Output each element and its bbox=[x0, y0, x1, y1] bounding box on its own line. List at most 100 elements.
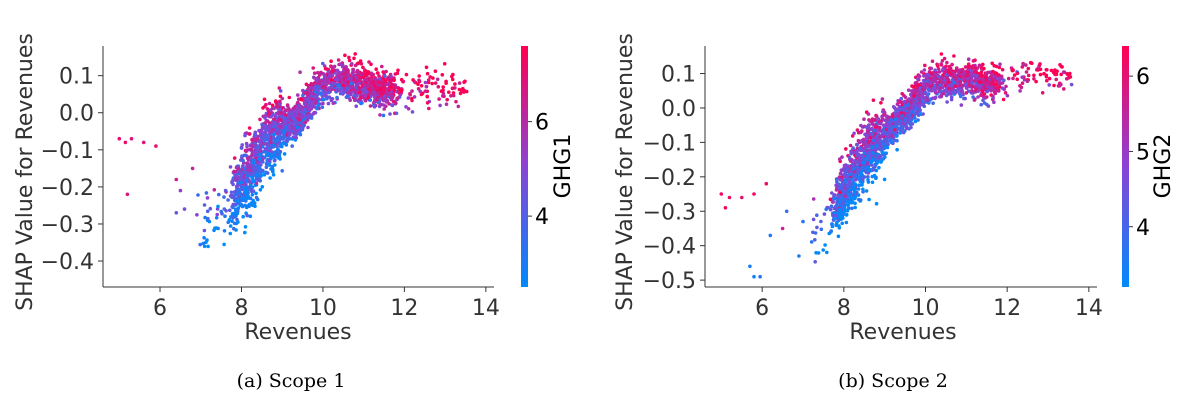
scatter-point bbox=[247, 180, 252, 184]
scatter-point bbox=[889, 117, 894, 122]
scatter-point bbox=[797, 254, 801, 258]
scatter-point bbox=[298, 106, 302, 111]
scatter-point bbox=[1020, 75, 1024, 79]
scatter-point bbox=[972, 73, 977, 78]
scatter-point bbox=[867, 123, 871, 128]
scatter-point bbox=[813, 231, 818, 235]
scatter-point bbox=[878, 128, 882, 133]
scatter-point bbox=[1024, 70, 1029, 74]
scatter-point bbox=[941, 80, 945, 85]
scatter-point bbox=[937, 70, 942, 74]
scatter-point bbox=[366, 95, 371, 99]
scatter-point bbox=[879, 101, 883, 105]
scatter-point bbox=[982, 92, 987, 96]
scatter-point bbox=[366, 83, 370, 87]
scatter-point bbox=[954, 66, 959, 70]
scatter-point bbox=[1058, 63, 1062, 67]
scatter-point bbox=[903, 117, 907, 121]
scatter-point bbox=[922, 97, 926, 101]
scatter-point bbox=[976, 95, 980, 99]
scatter-point bbox=[258, 167, 262, 172]
scatter-point bbox=[382, 94, 387, 98]
scatter-point bbox=[843, 169, 847, 174]
scatter-point bbox=[358, 77, 362, 82]
scatter-point bbox=[938, 80, 942, 84]
scatter-point bbox=[850, 206, 854, 211]
scatter-point bbox=[847, 180, 851, 184]
scatter-point bbox=[416, 82, 420, 86]
scatter-point bbox=[957, 83, 962, 88]
scatter-point bbox=[244, 141, 249, 146]
scatter-point bbox=[444, 81, 448, 85]
scatter-point bbox=[315, 87, 320, 91]
scatter-point bbox=[925, 72, 929, 77]
scatter-point bbox=[887, 133, 891, 138]
scatter-point bbox=[261, 131, 265, 135]
scatter-point bbox=[239, 202, 244, 207]
scatter-point bbox=[871, 98, 876, 102]
scatter-point bbox=[894, 107, 898, 112]
scatter-point bbox=[982, 80, 987, 85]
scatter-point bbox=[316, 81, 321, 86]
scatter-point bbox=[125, 192, 130, 197]
scatter-point bbox=[343, 86, 347, 90]
scatter-point bbox=[202, 244, 207, 249]
scatter-point bbox=[416, 87, 421, 91]
scatter-point bbox=[1038, 62, 1042, 66]
scatter-point bbox=[853, 178, 858, 182]
scatter-point bbox=[845, 184, 850, 189]
scatter-point bbox=[264, 142, 269, 146]
scatter-point bbox=[811, 197, 816, 201]
scatter-point bbox=[862, 117, 866, 121]
scatter-point bbox=[879, 147, 884, 151]
scatter-point bbox=[344, 82, 348, 86]
scatter-point bbox=[339, 75, 344, 79]
scatter-point bbox=[834, 188, 839, 192]
scatter-point bbox=[874, 125, 879, 129]
scatter-point bbox=[959, 103, 964, 107]
scatter-point bbox=[834, 177, 839, 181]
scatter-point bbox=[347, 55, 351, 60]
scatter-point bbox=[321, 72, 326, 76]
scatter-point bbox=[303, 101, 308, 105]
scatter-point bbox=[251, 158, 255, 163]
scatter-point bbox=[941, 73, 945, 77]
scatter-point bbox=[248, 163, 252, 167]
scatter-point bbox=[427, 106, 431, 111]
scatter-point bbox=[1038, 67, 1043, 72]
scatter-point bbox=[260, 185, 265, 189]
scatter-point bbox=[910, 122, 915, 126]
scatter-point bbox=[357, 86, 361, 90]
plot-area-b bbox=[719, 52, 1074, 279]
scatter-point bbox=[843, 194, 848, 198]
scatter-point bbox=[263, 116, 267, 120]
scatter-point bbox=[933, 95, 938, 100]
scatter-point bbox=[992, 100, 996, 105]
scatter-point bbox=[852, 190, 857, 194]
scatter-point bbox=[275, 138, 280, 143]
x-axis-label-b: Revenues bbox=[849, 320, 956, 345]
scatter-point bbox=[838, 178, 843, 182]
scatter-point bbox=[944, 93, 949, 98]
scatter-point bbox=[866, 140, 871, 144]
scatter-point bbox=[276, 104, 281, 109]
scatter-point bbox=[268, 152, 272, 157]
scatter-point bbox=[268, 176, 272, 180]
scatter-point bbox=[958, 79, 962, 84]
scatter-point bbox=[331, 101, 336, 105]
scatter-point bbox=[257, 173, 262, 177]
scatter-point bbox=[326, 101, 331, 106]
scatter-point bbox=[215, 212, 219, 217]
scatter-point bbox=[1002, 78, 1006, 83]
scatter-point bbox=[319, 78, 323, 83]
scatter-point bbox=[371, 86, 375, 90]
scatter-point bbox=[264, 165, 269, 169]
scatter-point bbox=[381, 113, 386, 118]
scatter-point bbox=[950, 87, 954, 91]
scatter-point bbox=[361, 87, 366, 92]
scatter-point bbox=[919, 70, 924, 74]
scatter-point bbox=[433, 69, 438, 73]
colorbar-tick-label: 6 bbox=[1136, 65, 1150, 90]
scatter-point bbox=[855, 128, 860, 132]
scatter-point bbox=[244, 170, 248, 175]
